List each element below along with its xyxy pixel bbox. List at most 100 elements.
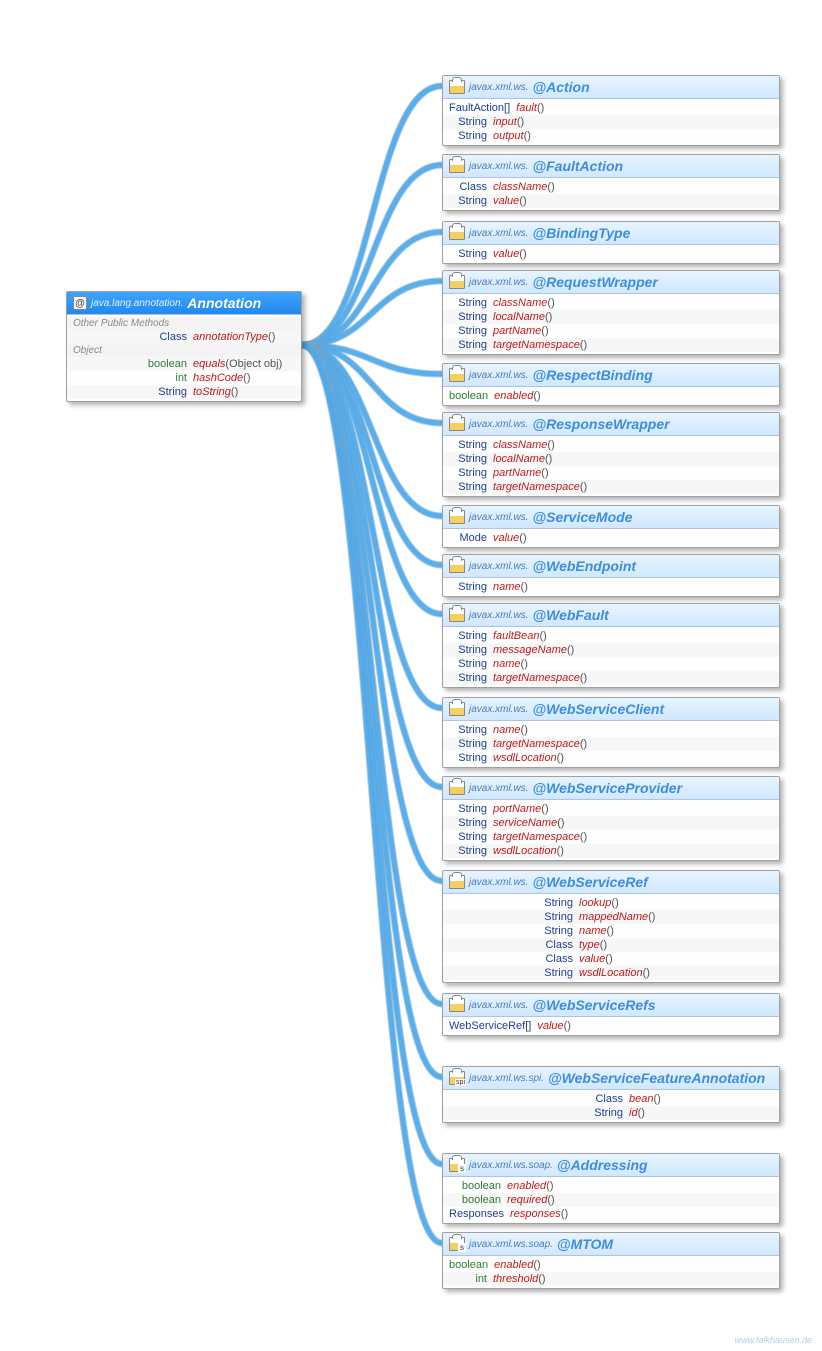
method-row: boolean required () (443, 1193, 779, 1207)
method-row: Class bean () (443, 1092, 779, 1106)
annotation-icon (449, 80, 465, 94)
annotation-box-3: javax.xml.ws.@RequestWrapper String clas… (442, 270, 780, 355)
box-header: javax.xml.ws. @WebFault (443, 604, 779, 627)
return-type: String (449, 1106, 629, 1120)
method-row: String className () (443, 296, 779, 310)
box-body: String className () String localName () … (443, 294, 779, 354)
return-type: Mode (449, 531, 493, 545)
annotation-icon (449, 510, 465, 524)
class-name: @WebServiceClient (532, 701, 664, 717)
method-args: () (517, 115, 524, 129)
box-body: Class className () String value () (443, 178, 779, 210)
method-row: String targetNamespace () (443, 671, 779, 685)
method-name: annotationType (193, 330, 268, 344)
method-name: targetNamespace (493, 671, 580, 685)
method-name: name (493, 723, 521, 737)
method-name: lookup (579, 896, 611, 910)
method-name: value (537, 1019, 563, 1033)
box-body: WebServiceRef[] value () (443, 1017, 779, 1035)
package-name: javax.xml.ws. (469, 783, 528, 794)
method-args: () (643, 966, 650, 980)
method-row: String faultBean () (443, 629, 779, 643)
return-type: String (449, 802, 493, 816)
method-args: () (521, 580, 528, 594)
class-name: @Action (532, 79, 589, 95)
method-name: required (507, 1193, 547, 1207)
method-row: String mappedName () (443, 910, 779, 924)
method-args: () (547, 1193, 554, 1207)
method-row: Class type () (443, 938, 779, 952)
return-type: int (73, 371, 193, 385)
method-row: String wsdlLocation () (443, 751, 779, 765)
package-name: javax.xml.ws. (469, 1000, 528, 1011)
method-row: String serviceName () (443, 816, 779, 830)
package-name: javax.xml.ws. (469, 277, 528, 288)
method-row: String partName () (443, 466, 779, 480)
method-name: portName (493, 802, 541, 816)
method-args: () (547, 296, 554, 310)
annotation-icon (449, 781, 465, 795)
annotation-icon (449, 159, 465, 173)
class-name: @ServiceMode (532, 509, 632, 525)
return-type: String (449, 580, 493, 594)
return-type: boolean (449, 1179, 507, 1193)
method-row: int threshold () (443, 1272, 779, 1286)
return-type: String (449, 324, 493, 338)
class-name: @WebFault (532, 607, 608, 623)
method-row: FaultAction[] fault () (443, 101, 779, 115)
return-type: String (449, 816, 493, 830)
return-type: Class (449, 1092, 629, 1106)
annotation-icon (449, 875, 465, 889)
method-row: WebServiceRef[] value () (443, 1019, 779, 1033)
method-row: String className () (443, 438, 779, 452)
return-type: String (449, 247, 493, 261)
method-args: () (545, 310, 552, 324)
return-type: WebServiceRef[] (449, 1019, 537, 1033)
return-type: Class (449, 952, 579, 966)
method-row: boolean enabled () (443, 1258, 779, 1272)
box-body: String name () String targetNamespace ()… (443, 721, 779, 767)
return-type: boolean (449, 389, 494, 403)
method-name: enabled (494, 389, 533, 403)
method-args: () (607, 924, 614, 938)
box-body: boolean enabled () (443, 387, 779, 405)
method-name: toString (193, 385, 231, 399)
package-name: javax.xml.ws. (469, 161, 528, 172)
method-row: String targetNamespace () (443, 338, 779, 352)
method-args: () (557, 844, 564, 858)
box-header: javax.xml.ws.@BindingType (443, 222, 779, 245)
return-type: Class (449, 938, 579, 952)
box-header: javax.xml.ws.soap.@MTOM (443, 1233, 779, 1256)
method-row: Responses responses () (443, 1207, 779, 1221)
method-row: Class annotationType () (67, 330, 301, 344)
package-name: javax.xml.ws. (469, 610, 528, 621)
box-body: String portName () String serviceName ()… (443, 800, 779, 860)
class-name: @WebServiceRef (532, 874, 647, 890)
method-name: name (493, 657, 521, 671)
method-row: String name () (443, 723, 779, 737)
method-name: value (493, 247, 519, 261)
annotation-icon (449, 702, 465, 716)
return-type: Responses (449, 1207, 510, 1221)
return-type: String (449, 129, 493, 143)
box-body: Mode value () (443, 529, 779, 547)
box-body: Other Public Methods Class annotationTyp… (67, 315, 301, 401)
box-header: javax.xml.ws.@WebServiceRefs (443, 994, 779, 1017)
class-name: @BindingType (532, 225, 630, 241)
method-args: () (521, 723, 528, 737)
class-name: @WebServiceFeatureAnnotation (548, 1070, 765, 1086)
annotation-icon (449, 559, 465, 573)
class-name: @WebServiceProvider (532, 780, 682, 796)
method-name: localName (493, 452, 545, 466)
annotation-box-15: javax.xml.ws.soap.@MTOM boolean enabled … (442, 1232, 780, 1289)
method-args: (Object obj) (225, 357, 282, 371)
package-name: javax.xml.ws. (469, 561, 528, 572)
method-args: () (638, 1106, 645, 1120)
return-type: boolean (73, 357, 193, 371)
method-args: () (580, 480, 587, 494)
method-name: value (579, 952, 605, 966)
method-args: () (648, 910, 655, 924)
method-args: () (537, 101, 544, 115)
method-args: () (605, 952, 612, 966)
package-name: java.lang.annotation. (91, 298, 183, 309)
